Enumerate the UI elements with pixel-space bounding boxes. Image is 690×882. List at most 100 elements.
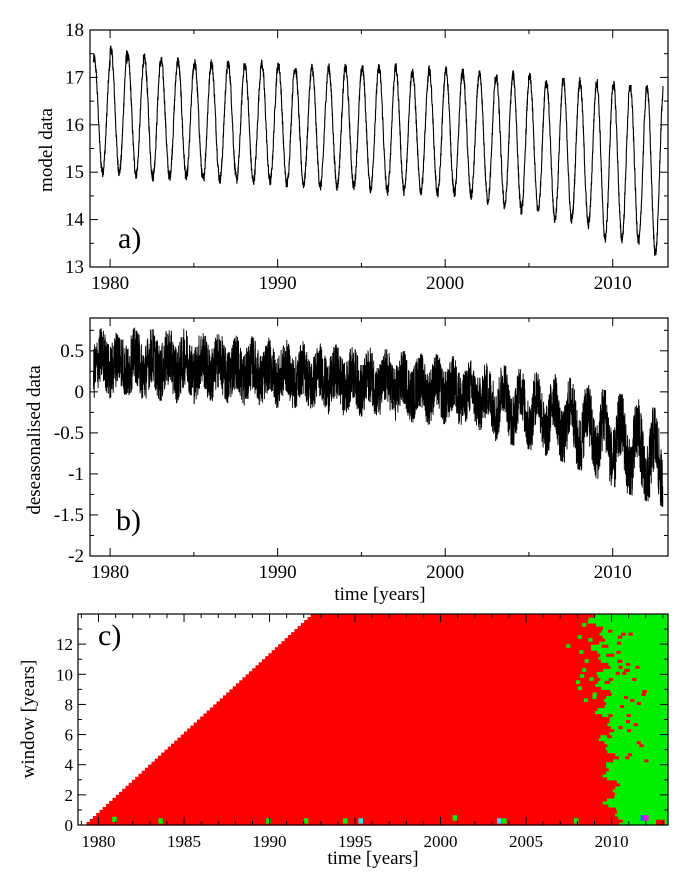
- y-tick-label: -1: [68, 464, 84, 485]
- x-tick-label: 1990: [253, 832, 287, 851]
- heatmap-row-green: [597, 650, 669, 654]
- heatmap-speck: [625, 755, 630, 760]
- heatmap-speck: [627, 752, 633, 757]
- heatmap-row-red: [219, 698, 605, 703]
- heatmap-row-red: [274, 647, 592, 651]
- heatmap-row-red: [105, 803, 609, 808]
- heatmap-row-green: [612, 788, 669, 793]
- y-tick-label: 15: [65, 162, 84, 183]
- heatmap-row-green: [597, 707, 669, 712]
- x-tick-label: 1980: [91, 273, 129, 294]
- heatmap-row-red: [154, 758, 614, 763]
- heatmap-row-green: [595, 614, 669, 618]
- heatmap-row-red: [226, 692, 613, 696]
- heatmap-row-red: [281, 641, 600, 645]
- heatmap-row-green: [619, 782, 669, 787]
- y-tick-label: -2: [68, 546, 84, 567]
- heatmap-cell-blue: [640, 815, 646, 821]
- heatmap-speck: [580, 674, 585, 678]
- panel-c-ticks: 1980 1985 1990 1995 2000 2005 2010 0 2 4 6 8 10 12: [56, 613, 668, 851]
- panel-b-xlabel: time [years]: [334, 584, 425, 605]
- heatmap-row-red: [310, 614, 596, 618]
- y-tick-label: -1.5: [54, 505, 84, 526]
- panel-a-series: [92, 45, 664, 256]
- heatmap-row-red: [206, 710, 596, 715]
- x-tick-label: 2010: [594, 273, 632, 294]
- heatmap-row-red: [190, 725, 612, 730]
- heatmap-row-red: [261, 659, 602, 663]
- heatmap-row-green: [600, 653, 669, 657]
- heatmap-row-red: [239, 680, 599, 684]
- heatmap-speck: [577, 635, 582, 639]
- panel-b-frame: [89, 317, 669, 557]
- heatmap-speck: [623, 695, 629, 699]
- heatmap-cell-green: [573, 818, 579, 824]
- heatmap-speck: [604, 644, 609, 648]
- heatmap-row-green: [597, 680, 669, 684]
- heatmap-cell-red: [656, 819, 665, 826]
- heatmap-speck: [604, 680, 609, 684]
- panel-a-ticks: 1980 1990 2000 2010 13 14 15 16 17 18: [65, 20, 668, 294]
- heatmap-row-red: [203, 713, 603, 718]
- heatmap-row-red: [235, 683, 596, 687]
- heatmap-speck: [632, 677, 637, 681]
- heatmap-row-red: [248, 671, 598, 675]
- x-tick-label: 1990: [259, 273, 297, 294]
- panel-c-ylabel: window [years]: [18, 660, 39, 779]
- heatmap-row-green: [615, 752, 669, 757]
- heatmap-row-green: [604, 704, 669, 709]
- heatmap-row-green: [609, 719, 669, 724]
- heatmap-row-green: [606, 764, 669, 769]
- heatmap-speck: [636, 701, 641, 706]
- heatmap-row-red: [164, 749, 608, 754]
- heatmap-cell-magenta: [644, 815, 649, 821]
- heatmap-row-green: [616, 779, 669, 784]
- x-tick-label: 1995: [338, 832, 372, 851]
- y-tick-label: 6: [65, 726, 74, 745]
- heatmap-cell-green: [266, 818, 271, 824]
- y-tick-label: 0: [65, 816, 74, 835]
- x-tick-label: 1985: [167, 832, 201, 851]
- heatmap-speck: [626, 662, 631, 666]
- heatmap-speck: [575, 680, 581, 684]
- heatmap-row-red: [232, 686, 602, 690]
- heatmap-speck: [566, 644, 571, 648]
- heatmap-row-green: [595, 710, 669, 715]
- heatmap-row-red: [222, 695, 607, 699]
- heatmap-row-green: [619, 821, 669, 826]
- x-tick-label: 1980: [91, 562, 129, 583]
- heatmap-row-red: [255, 665, 611, 669]
- heatmap-row-red: [115, 794, 615, 799]
- heatmap-row-green: [590, 647, 669, 651]
- heatmap-row-green: [601, 686, 669, 690]
- x-tick-label: 1990: [259, 562, 297, 583]
- heatmap-row-green: [604, 740, 669, 745]
- model-data-line: [92, 45, 664, 256]
- heatmap-speck: [606, 653, 611, 657]
- heatmap-row-red: [187, 728, 615, 733]
- heatmap-row-green: [613, 758, 669, 763]
- heatmap-speck: [618, 725, 623, 730]
- heatmap-speck: [639, 743, 644, 748]
- heatmap-speck: [584, 659, 589, 663]
- heatmap-speck: [636, 740, 641, 745]
- heatmap-row-red: [304, 620, 589, 624]
- heatmap-row-red: [294, 629, 603, 633]
- heatmap-speck: [641, 692, 646, 696]
- heatmap-speck: [583, 698, 589, 703]
- heatmap-row-green: [606, 695, 669, 699]
- heatmap-row-green: [617, 809, 669, 814]
- heatmap-speck: [589, 677, 594, 681]
- heatmap-cell-cyan: [358, 818, 363, 824]
- heatmap-row-green: [610, 725, 669, 730]
- heatmap-row-red: [242, 677, 601, 681]
- panel-c-heatmap: [86, 614, 669, 826]
- x-tick-label: 2000: [426, 562, 464, 583]
- heatmap-row-red: [96, 812, 616, 817]
- heatmap-row-green: [606, 797, 669, 802]
- heatmap-speck: [582, 668, 587, 672]
- heatmap-cell-green: [343, 818, 348, 824]
- heatmap-row-green: [614, 794, 669, 799]
- heatmap-row-green: [603, 668, 669, 672]
- heatmap-row-red: [141, 770, 607, 775]
